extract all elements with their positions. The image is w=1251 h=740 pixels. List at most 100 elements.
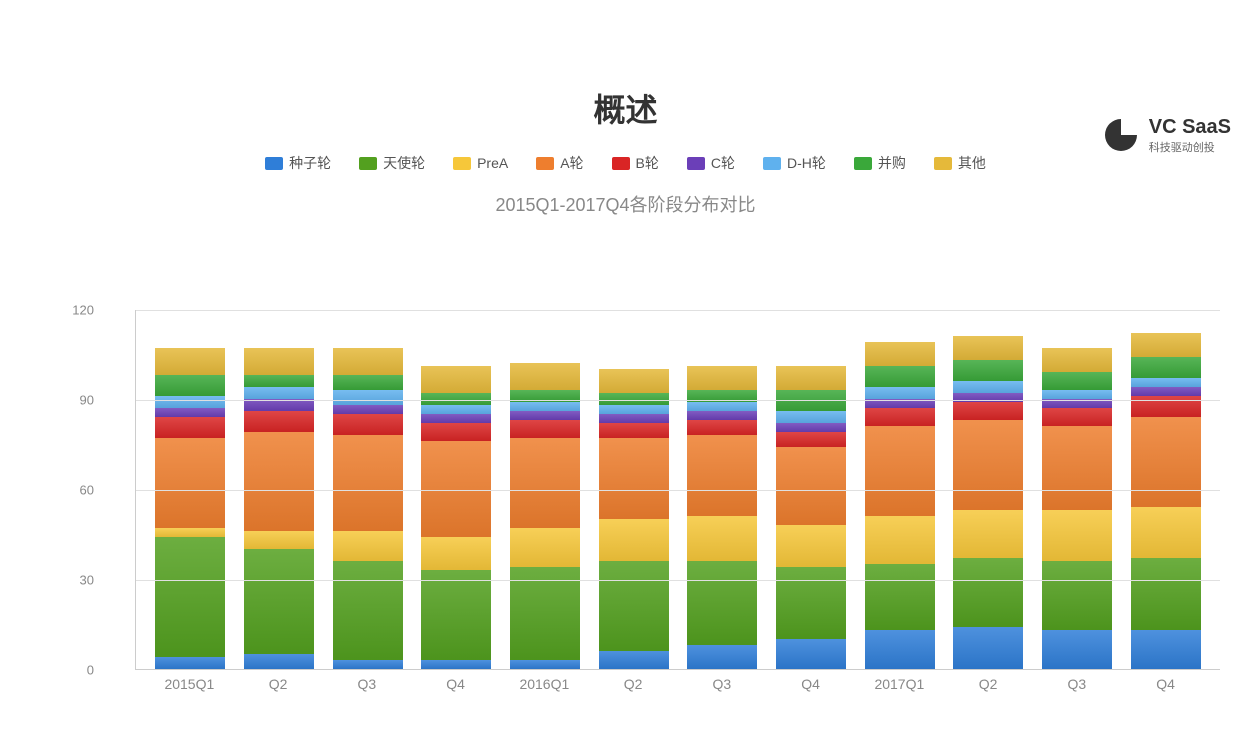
bar-segment (1131, 378, 1201, 387)
bar-segment (244, 348, 314, 375)
bar-segment (687, 366, 757, 390)
legend-swatch (687, 157, 705, 170)
legend-label: A轮 (560, 153, 583, 173)
bar-segment (1131, 558, 1201, 630)
legend-item: 其他 (934, 153, 986, 173)
bar-segment (687, 420, 757, 435)
bar-segment (953, 402, 1023, 420)
logo-subtitle: 科技驱动创投 (1149, 139, 1231, 155)
x-tick-label: Q4 (1131, 670, 1201, 700)
bar-segment (599, 519, 669, 561)
legend-swatch (763, 157, 781, 170)
bar-segment (1042, 510, 1112, 561)
bar-segment (599, 405, 669, 414)
bar-segment (244, 387, 314, 399)
bar-segment (776, 567, 846, 639)
grid-line (136, 580, 1220, 581)
bar-segment (687, 435, 757, 516)
grid-line (136, 400, 1220, 401)
bar-column (865, 342, 935, 669)
x-tick-label: Q3 (1042, 670, 1112, 700)
y-tick-label: 60 (80, 483, 94, 498)
bar-segment (776, 525, 846, 567)
y-tick-label: 0 (87, 663, 94, 678)
bar-segment (510, 420, 580, 438)
bar-segment (1042, 372, 1112, 390)
bar-segment (333, 405, 403, 414)
bar-segment (421, 537, 491, 570)
bar-segment (599, 438, 669, 519)
bar-column (953, 336, 1023, 669)
bar-segment (421, 405, 491, 414)
bar-segment (510, 402, 580, 411)
bar-segment (599, 414, 669, 423)
bar-segment (1131, 417, 1201, 507)
bar-segment (510, 660, 580, 669)
x-tick-label: 2017Q1 (864, 670, 934, 700)
bar-segment (1131, 630, 1201, 669)
legend-swatch (934, 157, 952, 170)
bar-segment (244, 375, 314, 387)
legend-swatch (536, 157, 554, 170)
bar-segment (244, 549, 314, 654)
bar-segment (776, 432, 846, 447)
bar-column (687, 366, 757, 669)
legend-item: C轮 (687, 153, 735, 173)
bar-segment (1042, 390, 1112, 399)
chart-legend: 种子轮天使轮PreAA轮B轮C轮D-H轮并购其他 (0, 153, 1251, 173)
x-axis: 2015Q1Q2Q3Q42016Q1Q2Q3Q42017Q1Q2Q3Q4 (135, 670, 1220, 700)
bar-segment (599, 651, 669, 669)
bar-segment (510, 528, 580, 567)
bar-segment (1042, 630, 1112, 669)
bar-segment (244, 411, 314, 432)
bar-segment (865, 426, 935, 516)
bar-column (244, 348, 314, 669)
bar-segment (155, 438, 225, 528)
x-tick-label: Q2 (953, 670, 1023, 700)
legend-label: B轮 (636, 153, 659, 173)
bar-column (599, 369, 669, 669)
bar-segment (865, 564, 935, 630)
bar-segment (1131, 333, 1201, 357)
bar-segment (244, 432, 314, 531)
bar-segment (421, 414, 491, 423)
page-title: 概述 (0, 85, 1251, 131)
y-axis: 0306090120 (70, 310, 100, 700)
bar-segment (687, 516, 757, 561)
x-tick-label: Q4 (421, 670, 491, 700)
x-tick-label: 2016Q1 (509, 670, 579, 700)
bar-segment (1131, 357, 1201, 378)
bar-segment (155, 537, 225, 657)
bar-segment (953, 627, 1023, 669)
bar-segment (333, 660, 403, 669)
stacked-bar-chart: 0306090120 2015Q1Q2Q3Q42016Q1Q2Q3Q42017Q… (100, 310, 1220, 700)
bar-segment (776, 366, 846, 390)
bar-segment (687, 561, 757, 645)
bar-segment (865, 408, 935, 426)
bar-segment (1042, 408, 1112, 426)
x-tick-label: Q3 (332, 670, 402, 700)
legend-item: 并购 (854, 153, 906, 173)
bar-segment (155, 396, 225, 408)
bar-column (333, 348, 403, 669)
bar-segment (244, 531, 314, 549)
legend-label: PreA (477, 155, 508, 171)
bar-segment (599, 369, 669, 393)
legend-label: D-H轮 (787, 153, 826, 173)
bar-segment (333, 531, 403, 561)
legend-label: 其他 (958, 153, 986, 173)
bar-segment (421, 570, 491, 660)
x-tick-label: Q2 (243, 670, 313, 700)
bar-segment (776, 423, 846, 432)
bar-segment (333, 414, 403, 435)
x-tick-label: Q4 (776, 670, 846, 700)
bar-segment (155, 417, 225, 438)
bar-segment (776, 411, 846, 423)
legend-item: D-H轮 (763, 153, 826, 173)
logo-icon (1101, 115, 1141, 155)
y-tick-label: 30 (80, 573, 94, 588)
bar-segment (244, 654, 314, 669)
x-tick-label: Q2 (598, 670, 668, 700)
bar-segment (953, 336, 1023, 360)
legend-swatch (359, 157, 377, 170)
